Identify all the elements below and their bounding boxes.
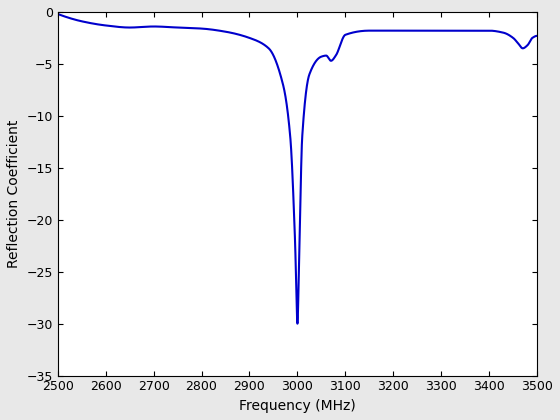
Y-axis label: Reflection Coefficient: Reflection Coefficient bbox=[7, 120, 21, 268]
X-axis label: Frequency (MHz): Frequency (MHz) bbox=[239, 399, 356, 413]
